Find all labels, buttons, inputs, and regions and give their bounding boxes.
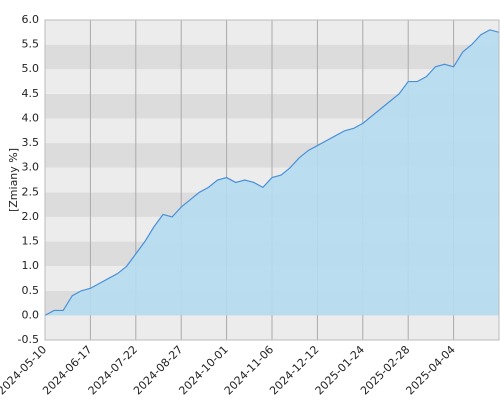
y-axis-label: [Zmiany %] [7,148,20,212]
y-tick-label: 5.0 [22,62,40,75]
y-tick-label: -0.5 [18,333,39,346]
y-tick-label: 3.0 [22,161,40,174]
y-tick-label: 2.0 [22,210,40,223]
plot-border [44,19,500,341]
y-tick-label: 3.5 [22,136,40,149]
y-tick-label: 0.5 [22,284,40,297]
y-tick-label: 2.5 [22,185,40,198]
line [44,29,500,316]
y-tick-label: 4.0 [22,111,40,124]
y-tick-label: 1.5 [22,235,40,248]
y-tick-label: 0.0 [22,308,40,321]
y-tick-label: 4.5 [22,87,40,100]
y-tick-label: 1.0 [22,259,40,272]
area [45,29,499,316]
y-tick-label: 5.5 [22,38,40,51]
x-tick-label: 2025-04-04 [403,343,457,397]
y-tick-label: 6.0 [22,13,40,26]
